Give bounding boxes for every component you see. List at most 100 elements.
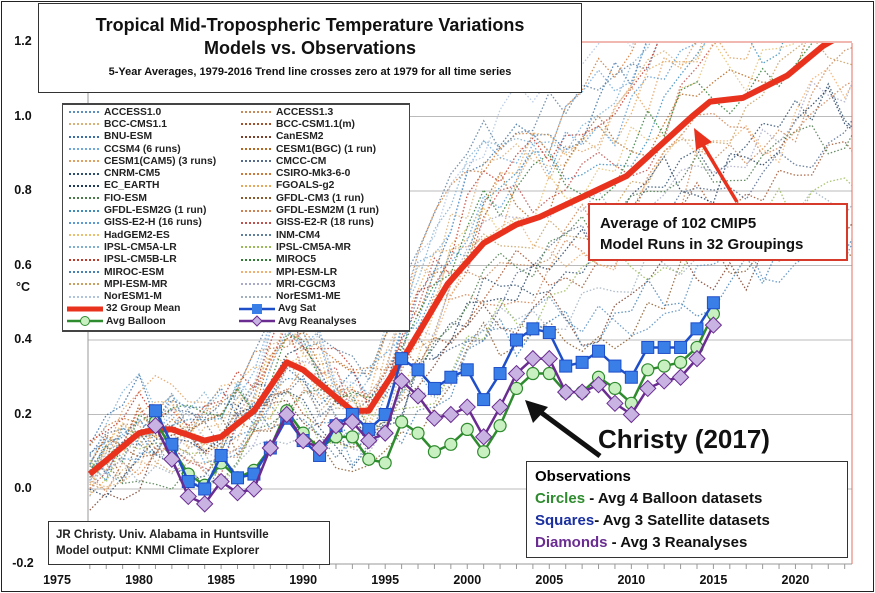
reanalyses-point bbox=[671, 368, 690, 386]
legend-label: 32 Group Mean bbox=[106, 303, 181, 315]
reanalyses-point bbox=[704, 316, 723, 334]
satellite-point bbox=[575, 355, 589, 369]
y-tick-label: 1.0 bbox=[14, 108, 32, 123]
model-run-line-10 bbox=[89, 118, 852, 456]
legend-item: Avg Balloon bbox=[67, 315, 216, 327]
legend-label: GFDL-CM3 (1 run) bbox=[276, 192, 365, 204]
satellite-point bbox=[444, 370, 458, 384]
x-tick-label: 1975 bbox=[43, 573, 71, 587]
balloon-point bbox=[657, 359, 671, 373]
legend-item: IPSL-CM5A-LR bbox=[67, 241, 216, 253]
observation-marker-type: Squares bbox=[535, 512, 595, 529]
reanalyses-point bbox=[343, 413, 362, 431]
legend-item: CanESM2 bbox=[239, 131, 379, 143]
y-axis-title: °C bbox=[15, 280, 31, 294]
observations-box: Observations Circles - Avg 4 Balloon dat… bbox=[526, 461, 848, 558]
reanalyses-point bbox=[589, 375, 608, 394]
annotation-line-2: Model Runs in 32 Groupings bbox=[600, 236, 804, 253]
x-tick-label: 2005 bbox=[535, 573, 564, 587]
reanalyses-point bbox=[261, 439, 280, 457]
reanalyses-point bbox=[146, 416, 165, 435]
satellite-point bbox=[542, 326, 556, 340]
legend-label: NorESM1-M bbox=[104, 291, 162, 303]
legend-label: INM-CM4 bbox=[276, 229, 321, 241]
legend-swatch bbox=[241, 197, 271, 200]
model-run-line-15 bbox=[89, 124, 852, 490]
balloon-point bbox=[427, 445, 442, 459]
model-run-line-13 bbox=[89, 87, 852, 498]
model-run-line-7 bbox=[89, 43, 648, 484]
legend-label: CanESM2 bbox=[276, 131, 324, 143]
satellite-point bbox=[706, 296, 720, 310]
legend-swatch bbox=[69, 135, 99, 138]
reanalyses-point bbox=[540, 349, 559, 368]
legend-label: ACCESS1.0 bbox=[104, 106, 162, 118]
chart-title: Tropical Mid-Tropospheric Temperature Va… bbox=[95, 15, 525, 35]
legend-label: IPSL-CM5A-LR bbox=[104, 241, 177, 253]
legend-item: BNU-ESM bbox=[67, 131, 216, 143]
credits-box: JR Christy. Univ. Alabama in Huntsville … bbox=[48, 521, 330, 565]
legend-label: GISS-E2-H (16 runs) bbox=[104, 217, 202, 229]
reanalyses-point bbox=[606, 394, 624, 413]
observation-legend-line: Squares- Avg 3 Satellite datasets bbox=[535, 510, 847, 532]
legend-swatch bbox=[241, 234, 271, 237]
legend-item: ACCESS1.0 bbox=[67, 106, 216, 118]
reanalyses-point bbox=[507, 364, 526, 383]
satellite-point bbox=[460, 363, 474, 377]
legend-swatch bbox=[69, 197, 99, 200]
reanalyses-point bbox=[458, 398, 476, 416]
balloon-point bbox=[608, 381, 622, 396]
legend-column-right: ACCESS1.3 BCC-CSM1.1(m) CanESM2 CESM1(BGC) … bbox=[239, 106, 379, 327]
legend-label: HadGEM2-ES bbox=[104, 229, 170, 241]
balloon-point bbox=[641, 363, 655, 377]
satellite-point bbox=[214, 448, 228, 462]
legend-label: IPSL-CM5A-MR bbox=[276, 241, 351, 253]
balloon-point bbox=[362, 452, 376, 466]
legend-label: GFDL-ESM2M (1 run) bbox=[276, 205, 379, 217]
legend: ACCESS1.0 BCC-CMS1.1 BNU-ESM CCSM4 (6 runs)… bbox=[62, 103, 410, 332]
satellite-point bbox=[641, 340, 655, 354]
model-run-line-16 bbox=[89, 238, 852, 482]
reanalyses-point bbox=[179, 487, 197, 506]
legend-swatch bbox=[69, 295, 99, 298]
legend-item: GFDL-ESM2M (1 run) bbox=[239, 204, 379, 216]
legend-item: ACCESS1.3 bbox=[239, 106, 379, 118]
satellite-point bbox=[526, 322, 540, 336]
legend-item: EC_EARTH bbox=[67, 180, 216, 192]
balloon-point bbox=[411, 426, 425, 440]
legend-column-left: ACCESS1.0 BCC-CMS1.1 BNU-ESM CCSM4 (6 runs)… bbox=[67, 106, 216, 327]
legend-item: NorESM1-M bbox=[67, 290, 216, 302]
legend-item: FIO-ESM bbox=[67, 192, 216, 204]
observation-legend-line: Circles - Avg 4 Balloon datasets bbox=[535, 488, 847, 510]
reanalyses-point bbox=[573, 383, 591, 401]
legend-swatch bbox=[241, 221, 271, 224]
reanalyses-point bbox=[228, 484, 247, 502]
legend-item: MRI-CGCM3 bbox=[239, 278, 379, 290]
legend-swatch bbox=[69, 209, 99, 212]
legend-label: NorESM1-ME bbox=[276, 291, 341, 303]
balloon-point bbox=[395, 415, 409, 429]
y-tick-label: 0.0 bbox=[14, 481, 32, 495]
group-mean-line bbox=[88, 43, 835, 477]
satellite-point bbox=[592, 344, 606, 358]
model-average-annotation: Average of 102 CMIP5 Model Runs in 32 Gr… bbox=[588, 203, 848, 261]
satellite-point bbox=[427, 381, 441, 395]
legend-label: MIROC5 bbox=[276, 254, 317, 266]
legend-item: MPI-ESM-LR bbox=[239, 266, 379, 278]
legend-item: CMCC-CM bbox=[239, 155, 379, 167]
model-run-line-14 bbox=[89, 43, 706, 496]
legend-item: GISS-E2-H (16 runs) bbox=[67, 217, 216, 229]
reanalyses-point bbox=[622, 405, 641, 424]
legend-item: CESM1(CAM5) (3 runs) bbox=[67, 155, 216, 167]
balloon-point bbox=[526, 366, 540, 381]
x-tick-label: 2000 bbox=[453, 573, 482, 587]
x-tick-label: 2010 bbox=[617, 573, 646, 587]
reanalyses-point bbox=[392, 372, 411, 390]
model-run-line-18 bbox=[89, 81, 852, 494]
legend-swatch bbox=[69, 258, 99, 261]
model-run-line-22 bbox=[89, 43, 659, 475]
legend-item: CNRM-CM5 bbox=[67, 167, 216, 179]
legend-label: CESM1(BGC) (1 run) bbox=[276, 143, 377, 155]
model-run-line-25 bbox=[89, 43, 659, 442]
